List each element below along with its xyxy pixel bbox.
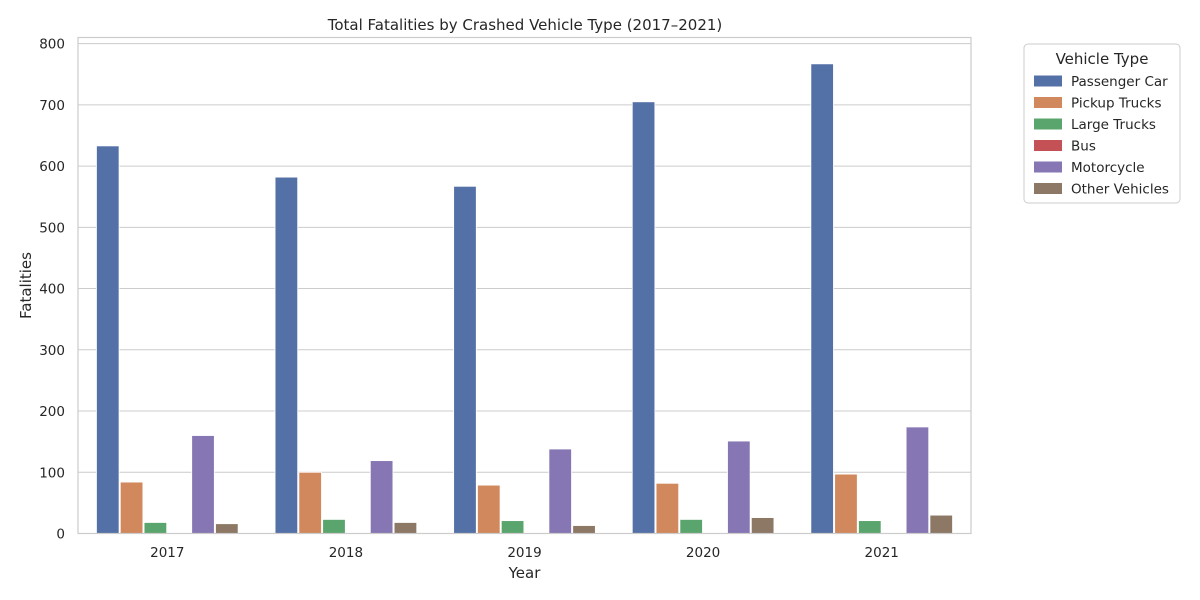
y-tick-label: 600	[39, 159, 65, 175]
x-axis-label: Year	[508, 564, 542, 582]
legend-swatch-large-trucks	[1034, 118, 1062, 130]
gridlines	[78, 43, 971, 534]
x-tick-label: 2017	[150, 545, 184, 561]
bar-motorcycle-2021	[905, 426, 930, 534]
bar-passenger-car-2021	[810, 63, 834, 534]
bar-pickup-trucks-2019	[477, 484, 501, 534]
y-tick-label: 0	[56, 527, 65, 543]
y-tick-label: 200	[39, 404, 65, 420]
y-tick-label: 300	[39, 343, 65, 359]
legend-label-large-trucks: Large Trucks	[1071, 117, 1156, 133]
bar-other-vehicles-2021	[929, 514, 953, 534]
bar-large-trucks-2021	[858, 520, 882, 534]
legend-frame	[1023, 43, 1181, 204]
x-tick-label: 2019	[507, 545, 541, 561]
bar-motorcycle-2020	[727, 440, 751, 534]
legend-swatch-passenger-car	[1034, 75, 1062, 87]
y-tick-label: 500	[39, 220, 65, 236]
legend-label-motorcycle: Motorcycle	[1071, 160, 1145, 176]
x-tick-label: 2020	[686, 545, 720, 561]
legend-title: Vehicle Type	[1056, 50, 1149, 68]
legend-swatch-bus	[1034, 140, 1062, 151]
bar-pickup-trucks-2017	[119, 481, 144, 534]
bar-large-trucks-2020	[679, 519, 703, 534]
legend-label-pickup-trucks: Pickup Trucks	[1071, 96, 1161, 112]
bar-pickup-trucks-2020	[655, 482, 680, 534]
bar-other-vehicles-2017	[215, 523, 239, 534]
y-axis-ticks: 0 100 200 300 400 500 600 700 800	[39, 37, 65, 543]
legend-swatch-pickup-trucks	[1034, 97, 1062, 108]
legend: Vehicle Type Passenger Car Pickup Trucks L…	[1023, 43, 1181, 204]
bar-motorcycle-2018	[369, 460, 394, 534]
bar-motorcycle-2017	[191, 435, 215, 534]
bars	[96, 63, 953, 534]
y-tick-label: 700	[39, 98, 65, 114]
bar-other-vehicles-2019	[572, 525, 596, 534]
y-tick-label: 800	[39, 37, 65, 53]
bar-passenger-car-2018	[274, 176, 299, 534]
bar-motorcycle-2019	[548, 448, 572, 534]
legend-swatch-other-vehicles	[1034, 183, 1062, 194]
legend-label-other-vehicles: Other Vehicles	[1071, 182, 1169, 198]
bar-passenger-car-2017	[96, 145, 120, 534]
bar-large-trucks-2017	[143, 522, 168, 534]
y-axis-label: Fatalities	[17, 252, 35, 319]
legend-items: Passenger Car Pickup Trucks Large Trucks Bu…	[1034, 74, 1169, 198]
bar-other-vehicles-2018	[393, 522, 418, 534]
bar-pickup-trucks-2018	[298, 471, 322, 534]
bar-other-vehicles-2020	[750, 517, 775, 534]
x-tick-label: 2018	[329, 545, 363, 561]
legend-label-passenger-car: Passenger Car	[1071, 74, 1168, 90]
bar-large-trucks-2019	[500, 520, 525, 534]
x-tick-label: 2021	[865, 545, 899, 561]
bar-passenger-car-2019	[453, 185, 477, 534]
plot-frame	[77, 36, 972, 535]
y-tick-label: 400	[39, 282, 65, 298]
legend-label-bus: Bus	[1071, 139, 1096, 155]
bar-large-trucks-2018	[322, 519, 346, 534]
bar-passenger-car-2020	[631, 101, 656, 534]
y-tick-label: 100	[39, 465, 65, 481]
legend-swatch-motorcycle	[1034, 161, 1062, 173]
chart-title: Total Fatalities by Crashed Vehicle Type…	[327, 16, 723, 34]
x-axis-ticks: 2017 2018 2019 2020 2021	[150, 545, 899, 561]
bar-pickup-trucks-2021	[834, 473, 858, 534]
